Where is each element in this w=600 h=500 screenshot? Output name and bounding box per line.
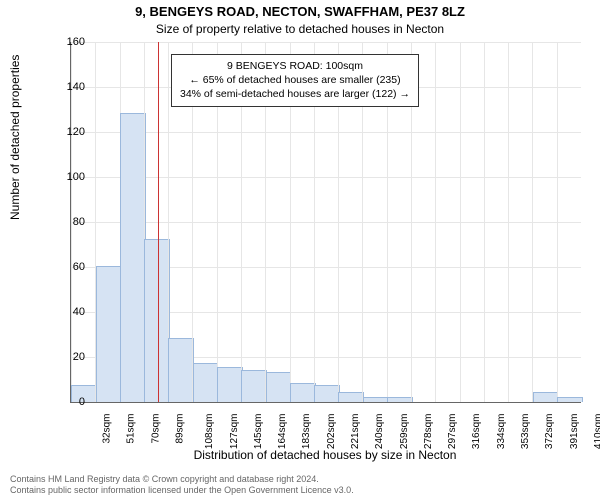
x-tick-label: 108sqm	[204, 414, 215, 450]
x-tick-label: 259sqm	[399, 414, 410, 450]
histogram-bar	[266, 372, 292, 402]
x-tick-label: 202sqm	[326, 414, 337, 450]
footer-line-1: Contains HM Land Registry data © Crown c…	[10, 474, 590, 485]
x-tick-label: 183sqm	[302, 414, 313, 450]
x-tick-label: 410sqm	[593, 414, 600, 450]
x-tick-label: 334sqm	[496, 414, 507, 450]
footer-line-2: Contains public sector information licen…	[10, 485, 590, 496]
y-tick-label: 0	[45, 396, 85, 408]
gridline-h	[71, 222, 581, 223]
x-tick-label: 164sqm	[277, 414, 288, 450]
histogram-bar	[314, 385, 340, 402]
annotation-line-3: 34% of semi-detached houses are larger (…	[180, 87, 410, 101]
x-tick-label: 32sqm	[102, 414, 113, 444]
histogram-bar	[241, 370, 267, 403]
x-tick-label: 353sqm	[520, 414, 531, 450]
y-tick-label: 40	[45, 306, 85, 318]
y-axis-label: Number of detached properties	[8, 55, 22, 220]
y-tick-label: 120	[45, 126, 85, 138]
histogram-bar	[96, 266, 122, 402]
gridline-v	[557, 42, 558, 402]
x-tick-label: 145sqm	[253, 414, 264, 450]
chart-container: 9, BENGEYS ROAD, NECTON, SWAFFHAM, PE37 …	[0, 0, 600, 500]
y-tick-label: 20	[45, 351, 85, 363]
x-tick-label: 221sqm	[350, 414, 361, 450]
histogram-bar	[217, 367, 243, 402]
histogram-bar	[168, 338, 194, 402]
histogram-bar	[290, 383, 316, 402]
y-tick-label: 60	[45, 261, 85, 273]
annotation-line-1: 9 BENGEYS ROAD: 100sqm	[180, 59, 410, 73]
histogram-bar	[557, 397, 583, 403]
histogram-bar	[193, 363, 219, 402]
x-tick-label: 127sqm	[229, 414, 240, 450]
chart-title-main: 9, BENGEYS ROAD, NECTON, SWAFFHAM, PE37 …	[0, 4, 600, 19]
x-tick-label: 89sqm	[175, 414, 186, 444]
x-tick-label: 297sqm	[447, 414, 458, 450]
reference-line	[158, 42, 159, 402]
gridline-v	[532, 42, 533, 402]
annotation-box: 9 BENGEYS ROAD: 100sqm ← 65% of detached…	[171, 54, 419, 107]
y-tick-label: 160	[45, 36, 85, 48]
gridline-v	[484, 42, 485, 402]
x-tick-label: 316sqm	[472, 414, 483, 450]
histogram-bar	[120, 113, 146, 402]
x-tick-label: 278sqm	[423, 414, 434, 450]
x-tick-label: 391sqm	[569, 414, 580, 450]
histogram-bar	[363, 397, 389, 403]
y-tick-label: 80	[45, 216, 85, 228]
x-tick-label: 51sqm	[126, 414, 137, 444]
x-axis-label: Distribution of detached houses by size …	[70, 448, 580, 462]
annotation-line-2: ← 65% of detached houses are smaller (23…	[180, 73, 410, 87]
gridline-h	[71, 132, 581, 133]
gridline-h	[71, 177, 581, 178]
gridline-v	[435, 42, 436, 402]
y-tick-label: 100	[45, 171, 85, 183]
histogram-bar	[533, 392, 559, 402]
y-tick-label: 140	[45, 81, 85, 93]
x-tick-label: 240sqm	[374, 414, 385, 450]
chart-title-sub: Size of property relative to detached ho…	[0, 22, 600, 36]
x-tick-label: 372sqm	[544, 414, 555, 450]
histogram-bar	[338, 392, 364, 402]
x-tick-label: 70sqm	[150, 414, 161, 444]
gridline-h	[71, 42, 581, 43]
footer: Contains HM Land Registry data © Crown c…	[10, 474, 590, 497]
gridline-v	[460, 42, 461, 402]
histogram-bar	[387, 397, 413, 403]
gridline-v	[508, 42, 509, 402]
plot-area: 9 BENGEYS ROAD: 100sqm ← 65% of detached…	[70, 42, 581, 403]
